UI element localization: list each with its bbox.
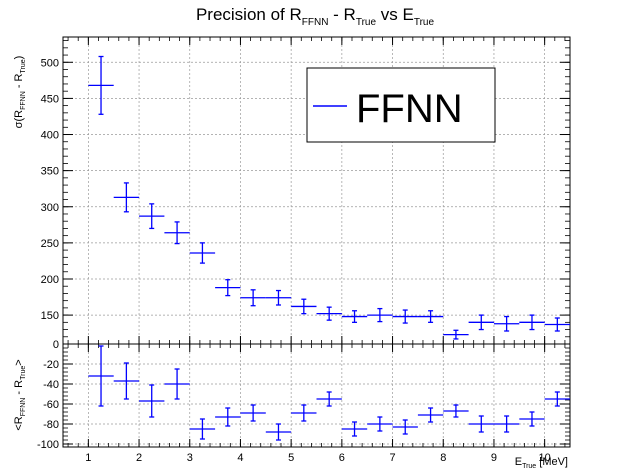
bottom-data-point xyxy=(139,384,165,418)
bottom-data-point xyxy=(493,415,520,433)
bottom-grid xyxy=(63,343,570,447)
top-y-tick-label: 250 xyxy=(41,238,59,250)
bottom-data-point xyxy=(189,418,216,440)
top-y-axis-label: σ(RFFNN - RTrue) xyxy=(13,56,27,129)
top-data-point xyxy=(392,309,418,324)
top-y-tick-label: 300 xyxy=(41,202,59,214)
bottom-y-tick-label: 0 xyxy=(53,339,59,351)
top-y-tick-label: 150 xyxy=(41,310,59,322)
x-tick-label: 2 xyxy=(136,452,142,464)
bottom-data-point xyxy=(240,404,266,422)
bottom-data-point xyxy=(316,391,342,407)
bottom-panel: 1 2 3 4 5 6 7 8 9 10 -100 -80 -60 -40 -20 0 <RFFNN - RT… xyxy=(13,339,571,470)
x-tick-label: 1 xyxy=(85,452,91,464)
bottom-data-point xyxy=(468,415,494,433)
top-data-point xyxy=(139,203,165,230)
bottom-data-point xyxy=(417,407,444,423)
bottom-data-points xyxy=(88,345,570,441)
top-data-point xyxy=(493,315,520,332)
bottom-data-point xyxy=(443,404,469,418)
top-data-points xyxy=(88,55,570,340)
bottom-y-axis-label: <RFFNN - RTrue> xyxy=(13,359,27,430)
bottom-data-point xyxy=(113,362,140,400)
bottom-y-tick-label: -40 xyxy=(43,379,59,391)
top-axis-ticks: 150 200 250 300 350 400 450 500 xyxy=(41,37,570,345)
x-tick-label: 3 xyxy=(187,452,193,464)
top-data-point xyxy=(468,314,494,331)
bottom-y-tick-label: -20 xyxy=(43,359,59,371)
x-tick-label: 6 xyxy=(339,452,345,464)
bottom-data-point xyxy=(164,368,190,400)
x-tick-label: 5 xyxy=(288,452,294,464)
top-data-point xyxy=(417,310,444,323)
top-data-point xyxy=(164,221,190,245)
x-tick-label: 9 xyxy=(491,452,497,464)
bottom-y-tick-label: -60 xyxy=(43,399,59,411)
top-data-point xyxy=(291,298,317,315)
legend: FFNN xyxy=(306,67,496,143)
x-tick-label: 8 xyxy=(440,452,446,464)
bottom-data-point xyxy=(215,407,241,427)
top-data-point xyxy=(215,279,241,297)
chart-title: Precision of RFFNN - RTrue vs ETrue xyxy=(196,5,435,28)
x-axis-label: ETrue [MeV] xyxy=(515,456,568,470)
top-data-point xyxy=(544,317,570,332)
bottom-y-tick-label: -80 xyxy=(43,419,59,431)
top-data-point xyxy=(265,289,292,306)
bottom-data-point xyxy=(392,419,418,435)
top-data-point xyxy=(113,182,140,213)
top-y-tick-label: 200 xyxy=(41,274,59,286)
x-tick-label: 10 xyxy=(539,452,551,464)
top-data-point xyxy=(367,307,393,323)
bottom-frame xyxy=(62,343,571,448)
bottom-data-point xyxy=(88,345,114,407)
x-tick-label: 7 xyxy=(389,452,395,464)
bottom-y-tick-label: -100 xyxy=(37,439,59,451)
bottom-data-point xyxy=(544,391,570,407)
bottom-data-point xyxy=(341,421,368,437)
bottom-data-point xyxy=(291,404,317,422)
top-grid xyxy=(63,37,570,344)
top-y-tick-label: 350 xyxy=(41,166,59,178)
bottom-data-point xyxy=(519,411,545,427)
top-data-point xyxy=(316,306,342,321)
top-data-point xyxy=(88,55,114,115)
bottom-axis-ticks: 1 2 3 4 5 6 7 8 9 10 -100 -80 -60 -40 -20 0 xyxy=(37,339,570,464)
top-data-point xyxy=(189,242,216,264)
bottom-data-point xyxy=(265,423,292,441)
x-tick-label: 4 xyxy=(237,452,243,464)
top-y-tick-label: 400 xyxy=(41,130,59,142)
top-data-point xyxy=(519,314,545,331)
top-y-tick-label: 500 xyxy=(41,57,59,69)
top-data-point xyxy=(240,289,266,307)
bottom-data-point xyxy=(367,416,393,432)
legend-box xyxy=(306,67,496,143)
top-panel: 150 200 250 300 350 400 450 500 σ(RFFNN - RTrue… xyxy=(13,36,571,345)
top-data-point xyxy=(341,310,368,323)
top-data-point xyxy=(443,329,469,340)
legend-label: FFNN xyxy=(356,87,463,131)
top-y-tick-label: 450 xyxy=(41,93,59,105)
